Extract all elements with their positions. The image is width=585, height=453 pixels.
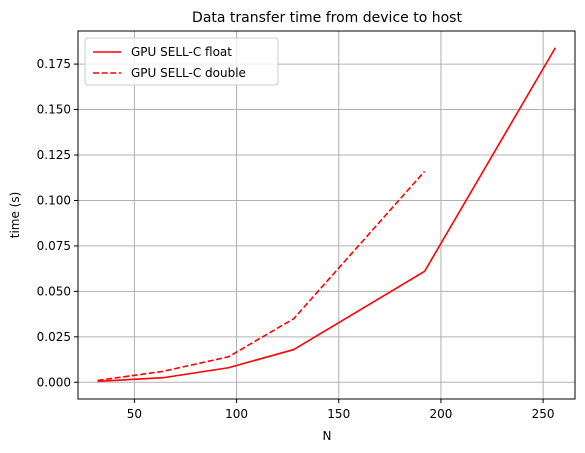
y-tick-label: 0.175 <box>37 57 71 71</box>
series-layer <box>97 47 557 383</box>
y-axis: 0.000 0.025 0.050 0.075 0.100 0.125 0.150 0.175 <box>37 57 78 389</box>
series-line-double <box>97 170 426 382</box>
y-tick-label: 0.050 <box>37 284 71 298</box>
legend-label: GPU SELL-C float <box>131 45 232 59</box>
y-axis-label: time (s) <box>8 192 22 239</box>
x-axis: 50 100 150 200 250 <box>127 399 555 421</box>
x-axis-label: N <box>323 429 332 443</box>
y-tick-label: 0.150 <box>37 103 71 117</box>
legend: GPU SELL-C float GPU SELL-C double <box>84 37 279 86</box>
legend-label: GPU SELL-C double <box>131 66 246 80</box>
y-tick-label: 0.100 <box>37 193 71 207</box>
y-tick-label: 0.075 <box>37 239 71 253</box>
plot-frame <box>77 30 576 400</box>
grid <box>78 31 575 399</box>
chart-title: Data transfer time from device to host <box>192 10 462 26</box>
legend-box <box>84 37 279 86</box>
x-tick-label: 250 <box>532 407 555 421</box>
series-line-float <box>97 47 557 383</box>
x-tick-label: 150 <box>327 407 350 421</box>
y-tick-label: 0.000 <box>37 375 71 389</box>
x-tick-label: 200 <box>429 407 452 421</box>
y-tick-label: 0.125 <box>37 148 71 162</box>
y-tick-label: 0.025 <box>37 330 71 344</box>
x-tick-label: 50 <box>127 407 142 421</box>
x-tick-label: 100 <box>225 407 248 421</box>
